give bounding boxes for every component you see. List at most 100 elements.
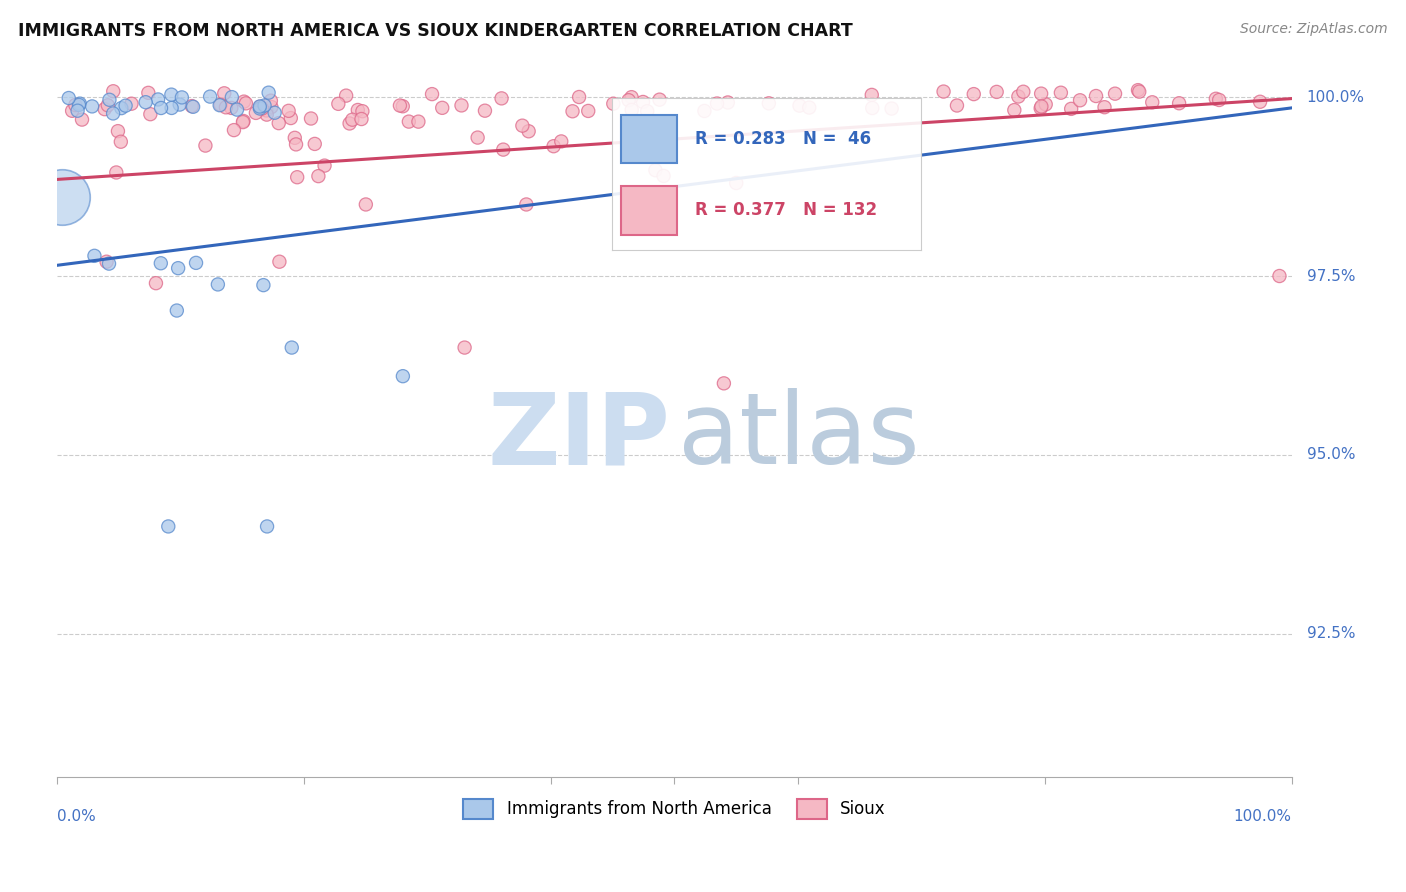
- Point: [1094, 100, 1116, 114]
- Point: [561, 104, 583, 119]
- Point: [860, 87, 883, 102]
- Point: [98, 93, 121, 107]
- Point: [93, 102, 115, 116]
- Point: [170, 90, 193, 104]
- Point: [391, 99, 413, 113]
- Point: [543, 139, 565, 153]
- Point: [181, 100, 204, 114]
- Point: [758, 96, 780, 111]
- Point: [160, 101, 183, 115]
- Point: [620, 90, 643, 104]
- Point: [101, 106, 124, 120]
- Point: [799, 101, 821, 115]
- Point: [67, 98, 90, 112]
- Point: [221, 101, 243, 115]
- Point: [350, 112, 373, 126]
- Point: [450, 98, 472, 112]
- Point: [82, 99, 104, 113]
- Point: [280, 111, 302, 125]
- Point: [354, 197, 377, 211]
- Point: [135, 95, 157, 110]
- Point: [453, 341, 475, 355]
- Point: [517, 124, 540, 138]
- Point: [1069, 93, 1091, 107]
- Point: [267, 116, 290, 130]
- Point: [260, 100, 283, 114]
- Point: [1128, 85, 1150, 99]
- Point: [221, 90, 243, 104]
- Text: IMMIGRANTS FROM NORTH AMERICA VS SIOUX KINDERGARTEN CORRELATION CHART: IMMIGRANTS FROM NORTH AMERICA VS SIOUX K…: [18, 22, 853, 40]
- Point: [1126, 83, 1149, 97]
- Point: [880, 102, 903, 116]
- Point: [946, 98, 969, 112]
- Point: [58, 91, 80, 105]
- Point: [474, 103, 496, 118]
- Point: [252, 278, 274, 293]
- Point: [146, 92, 169, 106]
- Point: [60, 103, 83, 118]
- Point: [652, 169, 675, 183]
- Point: [180, 99, 202, 113]
- Point: [208, 98, 231, 112]
- Point: [352, 104, 374, 119]
- Point: [1029, 101, 1052, 115]
- Text: atlas: atlas: [678, 388, 920, 485]
- Point: [149, 256, 172, 270]
- Point: [467, 130, 489, 145]
- Point: [277, 103, 299, 118]
- Point: [139, 107, 162, 121]
- Point: [285, 137, 308, 152]
- Point: [114, 98, 136, 112]
- Point: [986, 85, 1008, 99]
- Point: [98, 257, 121, 271]
- Point: [167, 261, 190, 276]
- Point: [328, 96, 350, 111]
- Point: [1268, 268, 1291, 283]
- Point: [1031, 87, 1053, 101]
- Point: [66, 103, 89, 118]
- Point: [145, 276, 167, 290]
- Point: [184, 256, 207, 270]
- Point: [392, 369, 415, 384]
- Text: 97.5%: 97.5%: [1306, 268, 1355, 284]
- Point: [304, 136, 326, 151]
- Point: [789, 98, 811, 112]
- Point: [96, 254, 118, 268]
- Text: 100.0%: 100.0%: [1306, 89, 1365, 104]
- Point: [166, 303, 188, 318]
- Point: [284, 131, 307, 145]
- Point: [232, 115, 254, 129]
- Text: R = 0.377   N = 132: R = 0.377 N = 132: [695, 202, 877, 219]
- Text: 95.0%: 95.0%: [1306, 448, 1355, 462]
- Point: [299, 112, 322, 126]
- Point: [269, 254, 291, 268]
- Point: [550, 135, 572, 149]
- Point: [342, 112, 364, 127]
- Point: [725, 176, 748, 190]
- Text: Source: ZipAtlas.com: Source: ZipAtlas.com: [1240, 22, 1388, 37]
- Point: [515, 197, 537, 211]
- Point: [256, 107, 278, 121]
- Point: [263, 105, 285, 120]
- Point: [285, 170, 308, 185]
- Point: [620, 103, 643, 117]
- Point: [70, 112, 93, 127]
- Point: [860, 101, 883, 115]
- Text: 100.0%: 100.0%: [1234, 809, 1292, 823]
- Point: [105, 165, 128, 179]
- Point: [249, 100, 271, 114]
- Point: [256, 519, 278, 533]
- Point: [138, 86, 160, 100]
- Point: [346, 103, 368, 117]
- Point: [235, 96, 257, 111]
- Point: [260, 94, 283, 108]
- Point: [1060, 102, 1083, 116]
- Point: [222, 123, 245, 137]
- Point: [110, 101, 132, 115]
- Point: [215, 100, 238, 114]
- Point: [1168, 96, 1191, 111]
- Point: [103, 84, 125, 98]
- Text: 92.5%: 92.5%: [1306, 626, 1355, 641]
- Point: [568, 90, 591, 104]
- Point: [65, 98, 87, 112]
